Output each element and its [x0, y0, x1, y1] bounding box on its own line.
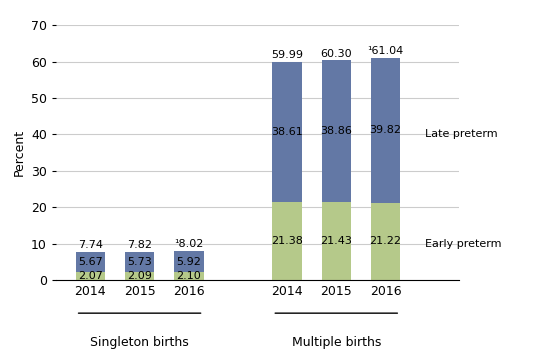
Bar [125, 272, 155, 280]
Text: 38.61: 38.61 [271, 127, 303, 137]
Bar [371, 58, 400, 203]
Text: 2.10: 2.10 [176, 271, 201, 281]
Text: 7.82: 7.82 [127, 240, 152, 250]
Text: 39.82: 39.82 [370, 125, 402, 135]
Bar [272, 202, 302, 280]
Text: 60.30: 60.30 [320, 49, 352, 59]
Text: Multiple births: Multiple births [292, 336, 381, 349]
Text: 5.92: 5.92 [176, 257, 201, 267]
Text: 2.07: 2.07 [78, 271, 103, 281]
Text: 5.67: 5.67 [78, 257, 103, 267]
Text: Late preterm: Late preterm [425, 129, 497, 139]
Text: 38.86: 38.86 [320, 126, 352, 136]
Bar [371, 203, 400, 280]
Text: 5.73: 5.73 [127, 257, 152, 267]
Text: 7.74: 7.74 [78, 241, 103, 250]
Bar [76, 252, 105, 272]
Text: ¹61.04: ¹61.04 [367, 46, 404, 56]
Text: 21.38: 21.38 [271, 236, 303, 246]
Text: Early preterm: Early preterm [425, 239, 501, 248]
Bar [76, 272, 105, 280]
Text: 21.22: 21.22 [370, 236, 402, 246]
Text: 59.99: 59.99 [271, 50, 303, 60]
Bar [272, 62, 302, 202]
Bar [125, 252, 155, 272]
Y-axis label: Percent: Percent [12, 129, 25, 176]
Text: 2.09: 2.09 [127, 271, 152, 281]
Text: Singleton births: Singleton births [90, 336, 189, 349]
Text: ¹8.02: ¹8.02 [174, 239, 203, 250]
Bar [321, 60, 351, 202]
Bar [174, 251, 203, 272]
Text: 21.43: 21.43 [320, 236, 352, 246]
Bar [174, 272, 203, 280]
Bar [321, 202, 351, 280]
